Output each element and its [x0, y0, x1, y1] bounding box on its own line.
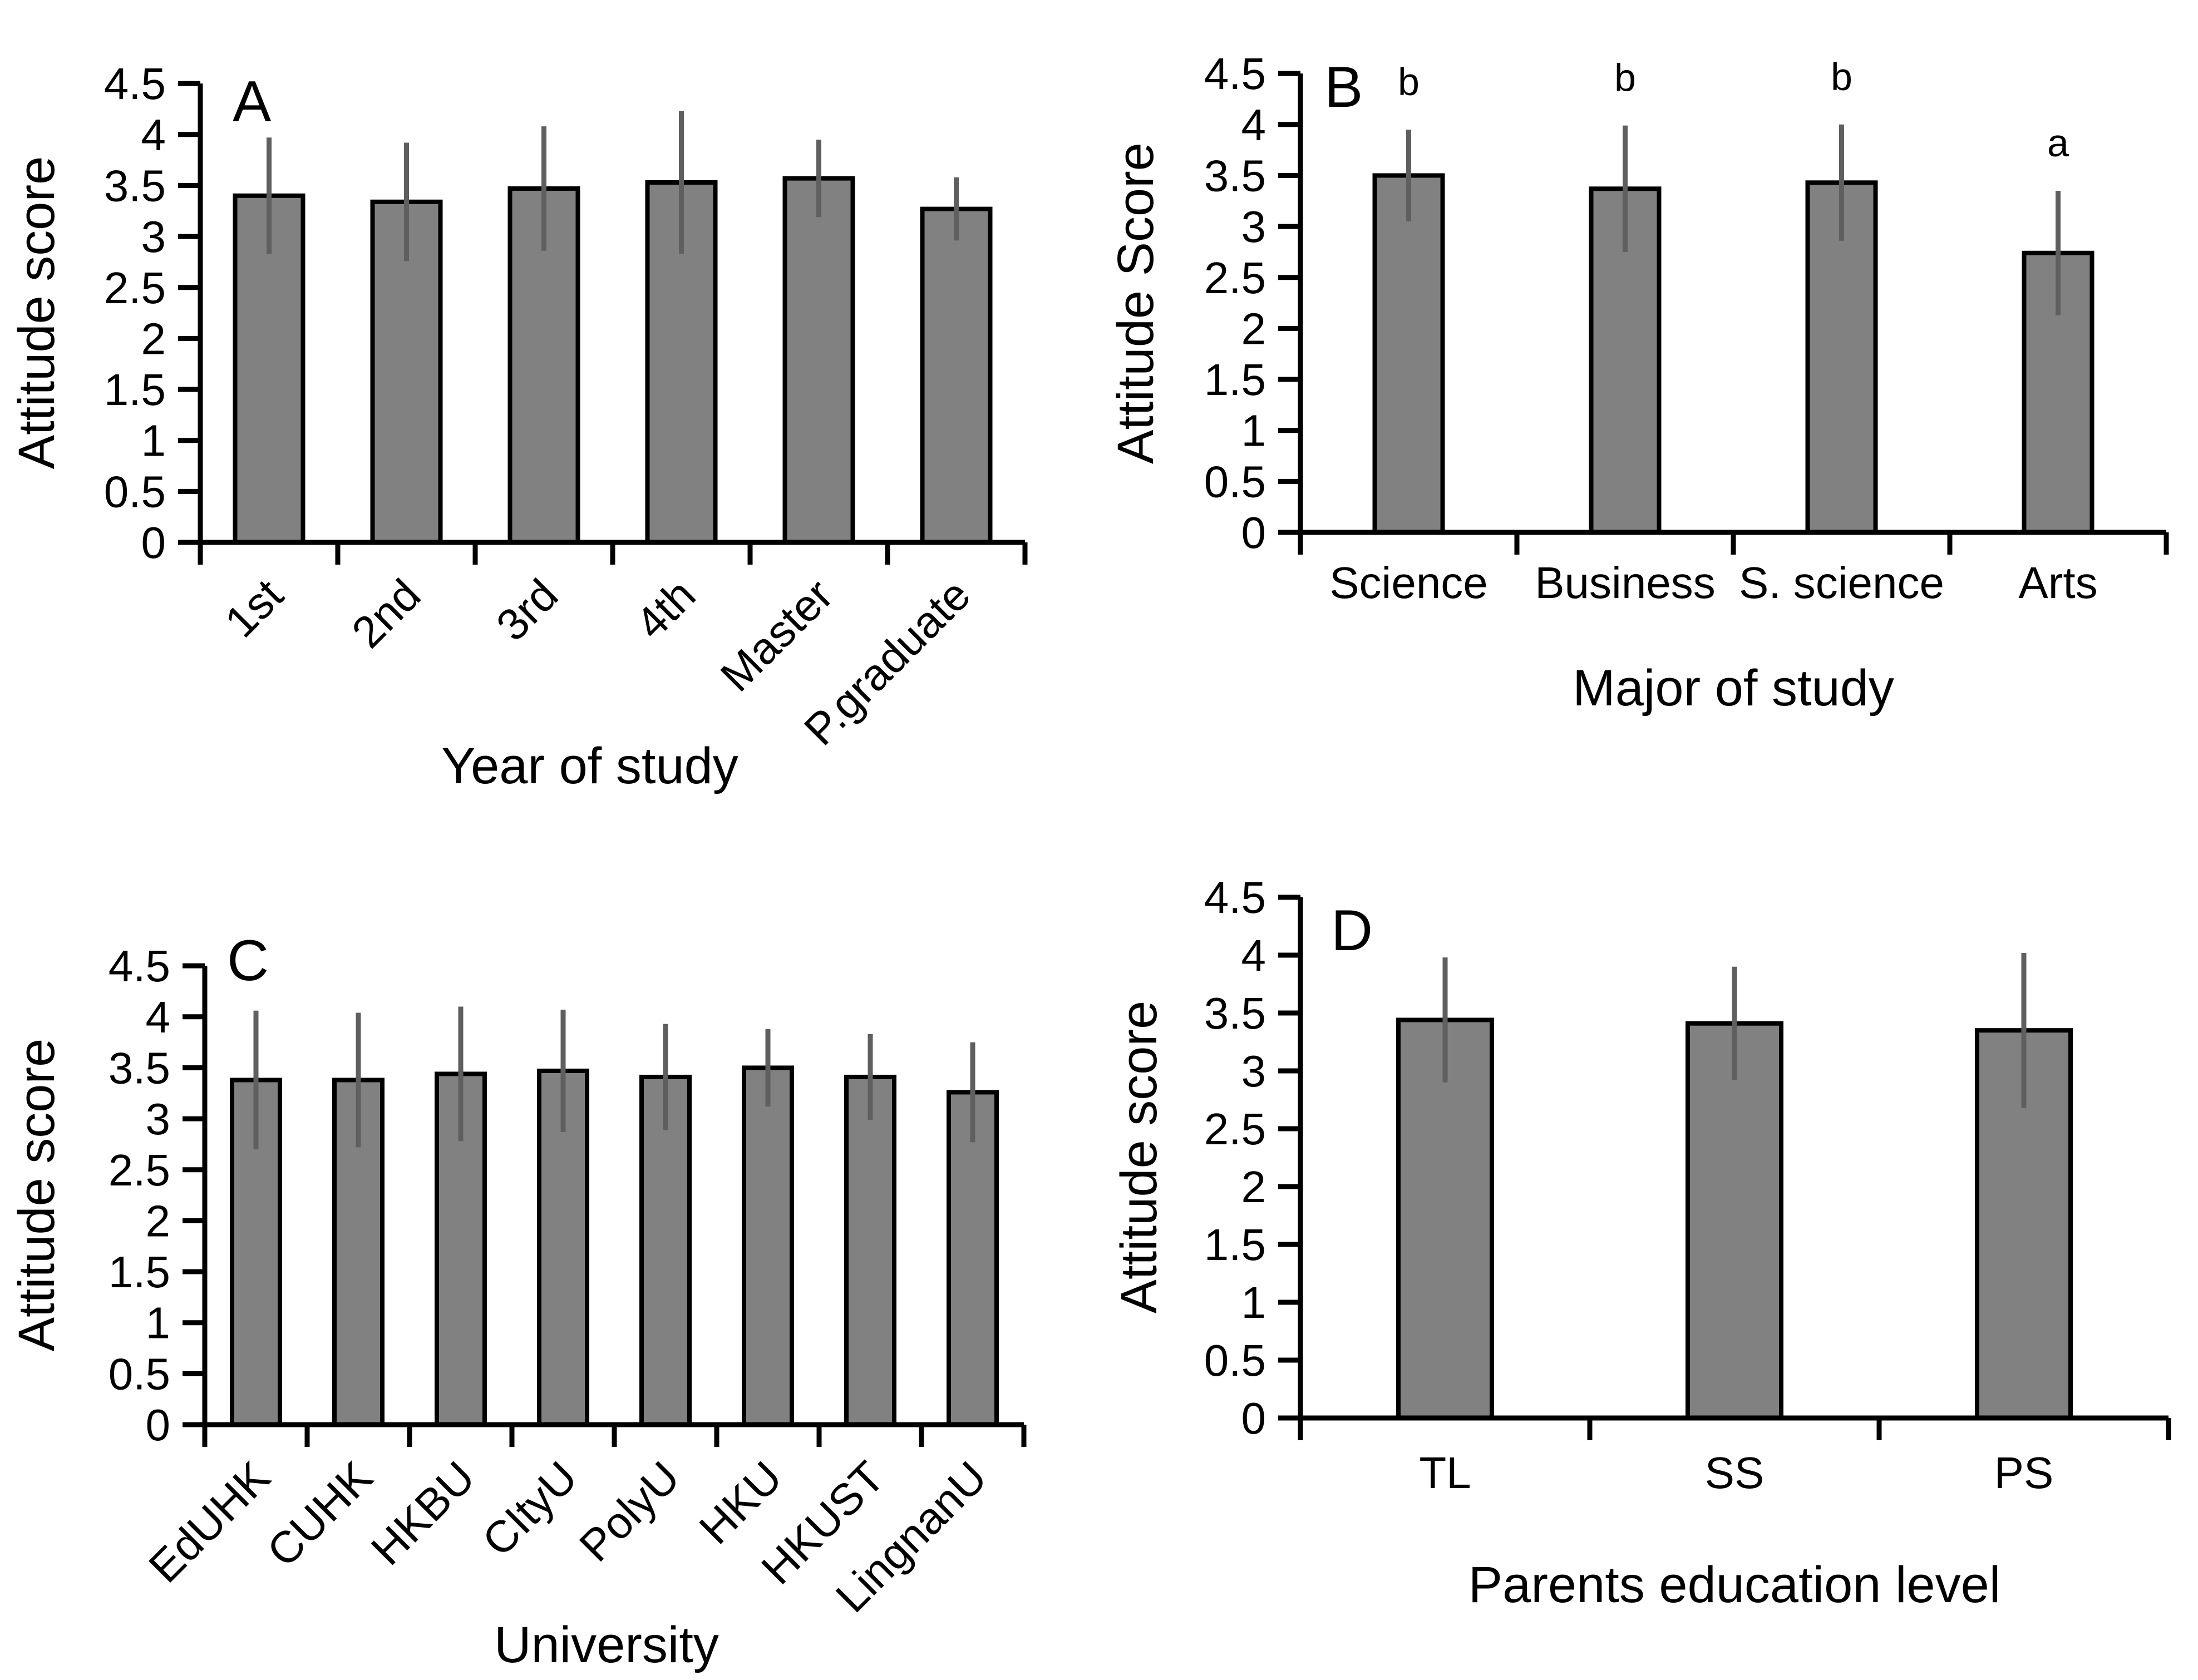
panel-c: 0 0.5 1 1.5 2 2.5 3 3.5 4 4.5 EdUHK CUHK HKBU CItyU Po…	[0, 862, 1085, 1680]
y-tick-label: 2.5	[109, 1145, 170, 1195]
bar-HKUST	[844, 1074, 896, 1427]
y-tick-label: 2.5	[1204, 253, 1266, 303]
y-tick-label: 1	[146, 1298, 171, 1348]
panel-c-chart: 00.511.522.533.544.5 EdUHKCUHKHKBUCItyUPo…	[8, 928, 1027, 1673]
category-label: 4th	[626, 570, 705, 649]
y-tick-label: 3.5	[1204, 989, 1266, 1038]
significance-letter: a	[2047, 121, 2069, 165]
bar-HKU	[742, 1065, 794, 1427]
y-tick-label: 4	[1241, 931, 1266, 980]
y-tick-label: 4.5	[1204, 49, 1266, 98]
panel-b: b b b a 0 0.5 1 1.5 2 2.5 3 3.5 4 4.5 Science Business S…	[1113, 0, 2198, 862]
y-tick-label: 1	[1241, 1278, 1266, 1327]
y-tick-label: 2	[1241, 304, 1266, 353]
y-tick-label: 0.5	[1204, 457, 1266, 506]
y-tick-label: 0	[141, 518, 166, 567]
category-label: Business	[1535, 558, 1716, 607]
category-label: SS	[1705, 1448, 1765, 1498]
y-tick-label: 1.5	[109, 1247, 170, 1297]
category-label: S. science	[1739, 558, 1944, 607]
y-tick-label: 1.5	[1204, 355, 1266, 404]
panel-d: 0 0.5 1 1.5 2 2.5 3 3.5 4 4.5 TL SS PS Parents educat…	[1113, 862, 2198, 1680]
category-label: TL	[1419, 1448, 1471, 1498]
y-axis-title: Attitude score	[8, 1039, 65, 1352]
y-tick-label: 4	[1241, 100, 1266, 150]
y-tick-label: 4	[141, 110, 166, 160]
category-label: 3rd	[487, 570, 568, 650]
y-tick-label: 2.5	[104, 263, 166, 313]
bar-Science	[1372, 173, 1445, 535]
category-label: CUHK	[258, 1452, 382, 1576]
y-tick-label: 0.5	[109, 1349, 170, 1399]
y-tick-label: 3	[141, 212, 166, 261]
y-tick-label: 3	[146, 1094, 171, 1144]
y-axis-title: Attitude Score	[1113, 142, 1164, 464]
y-tick-label: 0	[1241, 1394, 1266, 1443]
y-tick-label: 0	[146, 1400, 171, 1450]
x-axis-title: University	[494, 1617, 719, 1673]
bar-SS	[1686, 1021, 1783, 1421]
significance-letter: b	[1398, 60, 1420, 103]
y-tick-label: 4.5	[109, 941, 170, 991]
y-tick-label: 2	[146, 1196, 171, 1246]
y-tick-label: 0.5	[104, 467, 166, 516]
y-axis-title: Attitude score	[8, 156, 65, 470]
x-axis-title: Major of study	[1573, 660, 1894, 717]
y-tick-label: 4	[146, 992, 171, 1042]
y-tick-label: 2	[1241, 1162, 1266, 1212]
panel-letter: A	[233, 70, 272, 134]
y-tick-label: 3	[1241, 1046, 1266, 1096]
y-tick-label: 2.5	[1204, 1104, 1266, 1154]
category-label: PolyU	[570, 1452, 689, 1571]
y-tick-label: 4.5	[1204, 873, 1266, 922]
y-tick-label: 0.5	[1204, 1336, 1266, 1385]
y-tick-label: 2	[141, 314, 166, 363]
y-tick-label: 1	[141, 416, 166, 466]
panel-letter: B	[1324, 55, 1363, 120]
category-label: HKBU	[362, 1452, 484, 1574]
category-label: 2nd	[342, 570, 430, 657]
y-tick-label: 3.5	[104, 161, 166, 210]
x-axis-title: Parents education level	[1468, 1557, 2000, 1613]
category-label: EdUHK	[139, 1452, 279, 1592]
bar-Master	[782, 176, 855, 545]
panel-letter: C	[227, 928, 269, 993]
y-tick-label: 0	[1241, 508, 1266, 557]
x-axis-title: Year of study	[441, 738, 738, 794]
category-label: Master	[711, 570, 842, 701]
y-tick-label: 4.5	[104, 59, 166, 108]
category-label: CItyU	[473, 1452, 587, 1565]
y-tick-label: 1.5	[1204, 1220, 1266, 1269]
panel-a: 0 0.5 1 1.5 2 2.5 3 3.5 4 4.5 1st 2nd 3rd 4th Master P.…	[0, 0, 1085, 862]
y-tick-label: 1.5	[104, 365, 166, 414]
category-label: 1st	[215, 570, 292, 646]
category-label: Arts	[2018, 558, 2097, 607]
category-label: PS	[1994, 1448, 2054, 1498]
panel-d-chart: 0 0.5 1 1.5 2 2.5 3 3.5 4 4.5 TL SS PS Parents educat…	[1113, 873, 2171, 1613]
y-tick-label: 3.5	[1204, 151, 1266, 200]
panel-b-chart: b b b a 00.511.522.533.544.5 Science Business S…	[1113, 49, 2169, 717]
y-tick-label: 3	[1241, 202, 1266, 251]
bar-P.graduate	[920, 206, 993, 545]
category-label: Science	[1329, 558, 1488, 607]
y-axis-title: Attitude score	[1113, 1001, 1167, 1314]
y-tick-label: 1	[1241, 406, 1266, 456]
y-tick-label: 3.5	[109, 1043, 170, 1093]
significance-letter: b	[1831, 55, 1852, 98]
significance-letter: b	[1614, 56, 1636, 100]
panel-letter: D	[1331, 898, 1373, 963]
